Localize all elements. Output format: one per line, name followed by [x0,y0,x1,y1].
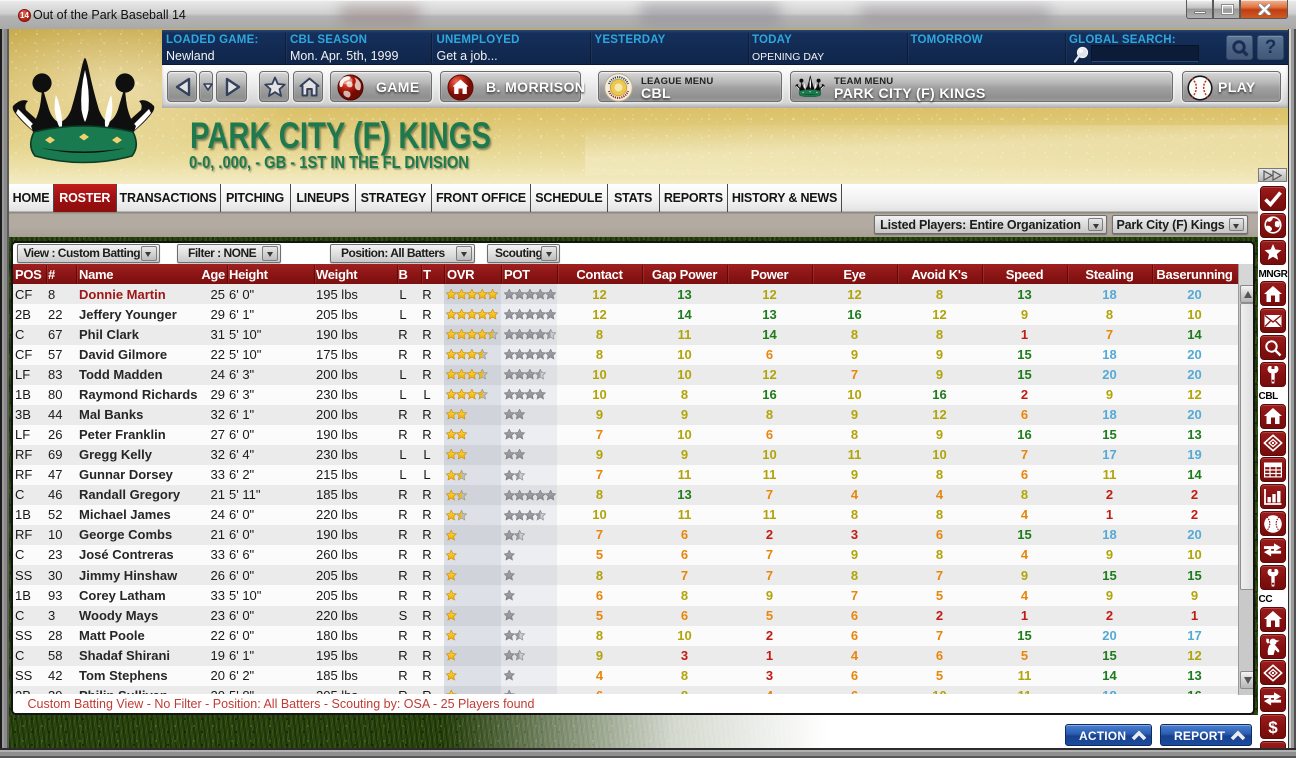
svg-text:$: $ [1268,718,1278,737]
